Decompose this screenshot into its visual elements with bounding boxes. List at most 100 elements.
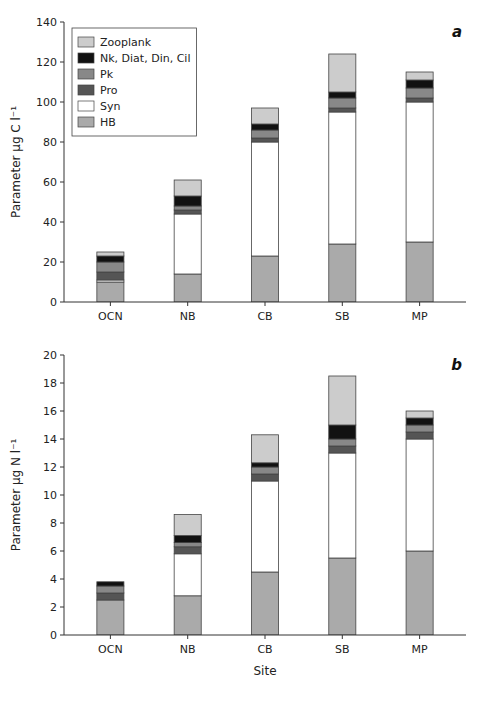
bar-segment (406, 418, 433, 425)
y-tick-label: 140 (36, 16, 57, 29)
x-tick-label: OCN (98, 643, 123, 656)
legend-swatch (78, 117, 94, 127)
x-tick (419, 635, 420, 639)
x-tick-label: MP (412, 310, 428, 323)
legend-label: Syn (100, 100, 120, 113)
legend-swatch (78, 101, 94, 111)
legend-swatch (78, 53, 94, 63)
bar-segment (406, 88, 433, 98)
bar-segment (251, 256, 278, 302)
y-tick-label: 20 (43, 256, 57, 269)
x-tick (265, 302, 266, 306)
y-tick (60, 411, 64, 412)
y-tick-label: 80 (43, 136, 57, 149)
y-tick-label: 6 (50, 545, 57, 558)
y-tick-label: 120 (36, 56, 57, 69)
y-tick (60, 607, 64, 608)
legend-label: Pk (100, 68, 114, 81)
y-tick-label: 8 (50, 517, 57, 530)
legend-label: Nk, Diat, Din, Cil (100, 52, 190, 65)
bar-segment (329, 376, 356, 425)
y-tick-label: 20 (43, 349, 57, 362)
x-tick-label: OCN (98, 310, 123, 323)
bar-segment (97, 282, 124, 302)
legend-label: Zooplank (100, 36, 152, 49)
x-tick (419, 302, 420, 306)
bar-segment (329, 112, 356, 244)
y-tick (60, 495, 64, 496)
y-tick-label: 4 (50, 573, 57, 586)
bar-segment (97, 256, 124, 262)
x-tick (110, 635, 111, 639)
bar-segment (97, 581, 124, 582)
bars (97, 376, 433, 635)
bar-segment (251, 572, 278, 635)
y-tick (60, 551, 64, 552)
y-tick (60, 635, 64, 636)
panel: 020406080100120140OCNNBCBSBMPParameter μ… (9, 16, 466, 324)
y-tick-label: 10 (43, 489, 57, 502)
legend-swatch (78, 69, 94, 79)
y-axis-label: Parameter μg C l⁻¹ (9, 106, 23, 218)
bar-segment (329, 425, 356, 439)
bar-segment (174, 210, 201, 214)
y-tick (60, 439, 64, 440)
bar-segment (251, 108, 278, 124)
bar-segment (97, 600, 124, 635)
y-tick-label: 12 (43, 461, 57, 474)
y-tick-label: 0 (50, 629, 57, 642)
bar-segment (329, 558, 356, 635)
bar-segment (174, 196, 201, 206)
y-tick-label: 0 (50, 296, 57, 309)
x-tick (110, 302, 111, 306)
y-tick (60, 355, 64, 356)
bar-segment (174, 515, 201, 536)
bar-segment (329, 244, 356, 302)
y-tick-label: 100 (36, 96, 57, 109)
bar-segment (251, 138, 278, 142)
panel-label: b (451, 356, 462, 374)
x-tick (342, 302, 343, 306)
bar-segment (251, 142, 278, 256)
bar-segment (329, 108, 356, 112)
bar-segment (329, 446, 356, 453)
y-tick (60, 262, 64, 263)
x-tick-label: NB (180, 643, 196, 656)
x-tick (187, 635, 188, 639)
y-tick-label: 18 (43, 377, 57, 390)
bar-segment (174, 543, 201, 547)
y-tick (60, 383, 64, 384)
y-tick-label: 60 (43, 176, 57, 189)
y-tick (60, 62, 64, 63)
bar-segment (97, 252, 124, 256)
bar-segment (251, 435, 278, 463)
bar-segment (406, 425, 433, 432)
x-tick (187, 302, 188, 306)
bar-segment (174, 180, 201, 196)
bar-segment (406, 411, 433, 418)
y-tick (60, 579, 64, 580)
legend-label: HB (100, 116, 116, 129)
bar-segment (251, 481, 278, 572)
bar-segment (174, 596, 201, 635)
bar-segment (329, 453, 356, 558)
y-tick (60, 523, 64, 524)
y-tick-label: 16 (43, 405, 57, 418)
y-tick (60, 222, 64, 223)
chart-root: 020406080100120140OCNNBCBSBMPParameter μ… (0, 0, 480, 706)
legend: Zooplank Nk, Diat, Din, Cil Pk Pro Syn HB (72, 28, 196, 136)
x-axis-label: Site (253, 664, 276, 678)
bar-segment (251, 130, 278, 138)
x-tick-label: SB (335, 643, 350, 656)
y-axis-line (64, 22, 65, 302)
bar-segment (174, 214, 201, 274)
legend-label: Pro (100, 84, 118, 97)
bar-segment (251, 467, 278, 474)
bar-segment (406, 98, 433, 102)
legend-swatch (78, 37, 94, 47)
bar-segment (97, 593, 124, 600)
bar-segment (251, 124, 278, 130)
x-tick (342, 635, 343, 639)
bar-segment (174, 547, 201, 554)
bar-segment (174, 206, 201, 210)
